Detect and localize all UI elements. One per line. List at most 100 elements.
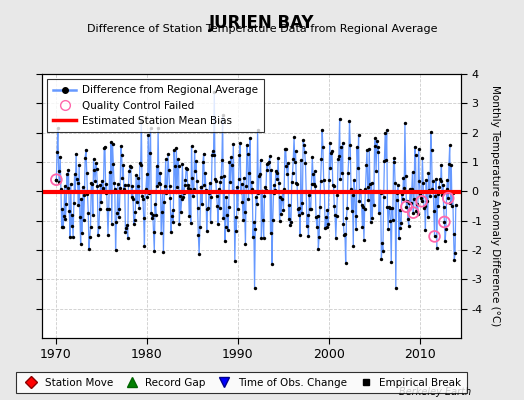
Point (128, 183, 136, 189)
Point (207, 194, 215, 200)
Point (397, 220, 406, 227)
Point (442, 226, 450, 233)
Point (267, 167, 276, 173)
Point (137, 119, 146, 126)
Point (239, 217, 247, 224)
Point (383, 204, 391, 210)
Point (422, 176, 430, 183)
Point (85, 246, 93, 252)
Point (231, 258, 239, 264)
Point (200, 182, 209, 188)
Point (372, 168, 380, 175)
Point (52, 176, 61, 183)
Point (349, 242, 357, 249)
Point (400, 185, 408, 192)
Point (430, 233, 439, 240)
Point (117, 142, 125, 149)
Point (383, 127, 391, 133)
Point (423, 214, 432, 220)
Point (146, 150, 154, 156)
Point (174, 163, 183, 169)
Point (255, 172, 263, 179)
Point (96, 181, 105, 188)
Point (367, 180, 376, 186)
Point (234, 206, 242, 212)
Point (430, 233, 439, 240)
Point (358, 224, 367, 230)
Point (241, 241, 249, 248)
Point (421, 226, 430, 233)
Point (298, 200, 307, 206)
Point (208, 151, 216, 158)
Point (354, 165, 362, 172)
Point (144, 132, 152, 138)
Point (54, 168, 63, 174)
Point (58, 224, 66, 230)
Point (339, 140, 347, 146)
Point (374, 148, 382, 155)
Point (343, 205, 352, 211)
Point (449, 190, 457, 197)
Point (362, 162, 370, 168)
Point (116, 184, 124, 191)
Point (139, 196, 147, 202)
Point (381, 130, 389, 136)
Point (287, 218, 295, 225)
Point (351, 188, 359, 194)
Point (391, 180, 399, 186)
Point (365, 145, 374, 152)
Point (274, 155, 282, 161)
Point (165, 183, 173, 189)
Point (62, 201, 70, 207)
Point (345, 118, 354, 124)
Point (102, 181, 111, 187)
Point (171, 163, 179, 170)
Point (193, 178, 201, 184)
Point (299, 137, 308, 144)
Point (268, 260, 276, 267)
Point (387, 259, 396, 266)
Point (347, 186, 355, 192)
Point (114, 214, 123, 221)
Point (264, 160, 272, 167)
Point (436, 178, 445, 184)
Point (379, 248, 387, 254)
Point (439, 182, 447, 188)
Point (363, 147, 371, 154)
Point (402, 204, 411, 210)
Point (151, 201, 159, 208)
Point (80, 216, 88, 223)
Point (189, 192, 197, 199)
Point (414, 146, 423, 152)
Point (193, 204, 202, 211)
Point (169, 218, 178, 225)
Point (195, 251, 203, 257)
Point (139, 214, 148, 221)
Point (55, 179, 63, 185)
Y-axis label: Monthly Temperature Anomaly Difference (°C): Monthly Temperature Anomaly Difference (… (489, 85, 499, 327)
Point (389, 217, 397, 223)
Point (246, 135, 254, 141)
Point (335, 152, 343, 159)
Point (443, 177, 452, 184)
Point (249, 219, 258, 225)
Point (401, 120, 409, 126)
Point (315, 204, 324, 210)
Point (406, 186, 414, 192)
Point (320, 188, 329, 195)
Point (222, 194, 231, 200)
Text: Difference of Station Temperature Data from Regional Average: Difference of Station Temperature Data f… (87, 24, 437, 34)
Point (280, 186, 288, 192)
Point (391, 285, 400, 291)
Point (178, 161, 187, 168)
Point (165, 167, 173, 173)
Point (56, 153, 64, 160)
Point (129, 196, 137, 202)
Point (416, 191, 424, 197)
Point (269, 217, 277, 223)
Point (104, 232, 112, 238)
Point (258, 188, 266, 194)
Point (376, 188, 384, 194)
Point (285, 202, 293, 208)
Point (73, 176, 81, 182)
